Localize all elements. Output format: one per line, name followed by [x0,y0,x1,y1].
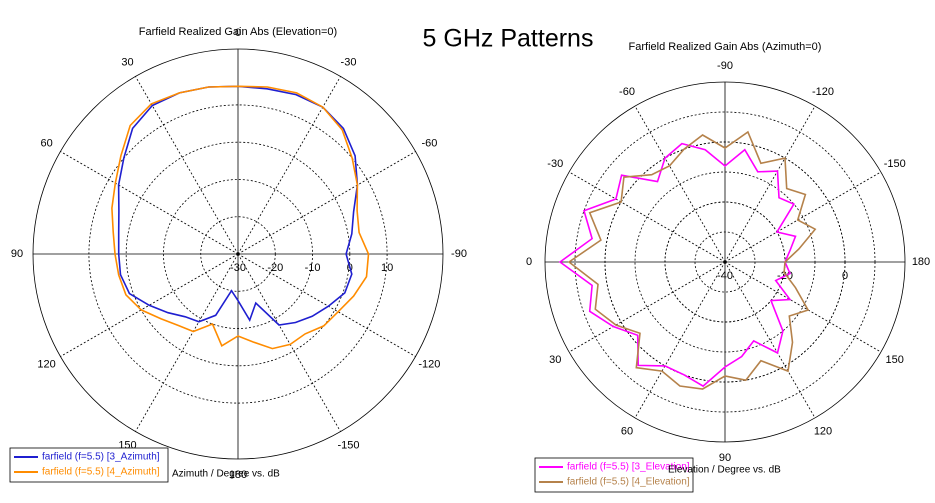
angle-tick-label: 120 [37,358,55,370]
angle-tick-label: 60 [621,426,633,438]
spoke [135,76,239,255]
angle-tick-label: 180 [912,256,930,268]
spoke [634,261,726,419]
spoke [237,76,341,255]
angle-tick-label: 60 [40,137,52,149]
chart-title: Farfield Realized Gain Abs (Azimuth=0) [629,41,822,53]
series-line [111,85,370,350]
angle-tick-label: 30 [549,354,561,366]
legend-label: farfield (f=5.5) [4_Azimuth] [42,467,160,478]
x-axis-label: Azimuth / Degree vs. dB [172,469,280,480]
legend-label: farfield (f=5.5) [3_Elevation] [567,462,690,473]
angle-tick-label: 0 [526,256,532,268]
r-tick-label: 10 [381,262,393,274]
angle-tick-label: 150 [886,354,904,366]
angle-tick-label: -120 [418,358,440,370]
angle-tick-label: -150 [337,439,359,451]
spoke [724,261,816,419]
spoke [237,151,416,255]
spoke [724,171,882,263]
spoke [724,261,882,353]
angle-tick-label: -30 [341,57,357,69]
angle-tick-label: 30 [121,57,133,69]
angle-tick-label: -90 [717,60,733,72]
legend-label: farfield (f=5.5) [4_Elevation] [567,477,690,488]
series-line [567,130,817,390]
angle-tick-label: -60 [619,86,635,98]
spoke [634,105,726,263]
page-title: 5 GHz Patterns [423,25,594,53]
angle-tick-label: -60 [421,137,437,149]
x-axis-label: Elevation / Degree vs. dB [668,465,781,476]
chart-title: Farfield Realized Gain Abs (Elevation=0) [139,26,337,38]
spoke [60,151,239,255]
r-tick-label: -10 [305,262,321,274]
spoke [568,261,726,353]
angle-tick-label: -120 [812,86,834,98]
legend-box [534,457,694,493]
angle-tick-label: -90 [451,248,467,260]
angle-tick-label: 90 [719,452,731,464]
angle-tick-label: 180 [229,469,247,481]
spoke [135,253,239,432]
angle-tick-label: -150 [884,158,906,170]
spoke [568,171,726,263]
r-tick-label: -20 [267,262,283,274]
r-tick-label: 0 [842,270,848,282]
angle-tick-label: -30 [547,158,563,170]
legend-box [9,447,169,483]
series-line [558,142,797,388]
angle-tick-label: 90 [11,248,23,260]
angle-tick-label: 120 [814,426,832,438]
spoke [724,105,816,263]
legend-label: farfield (f=5.5) [3_Azimuth] [42,452,160,463]
angle-tick-label: 0 [235,27,241,39]
